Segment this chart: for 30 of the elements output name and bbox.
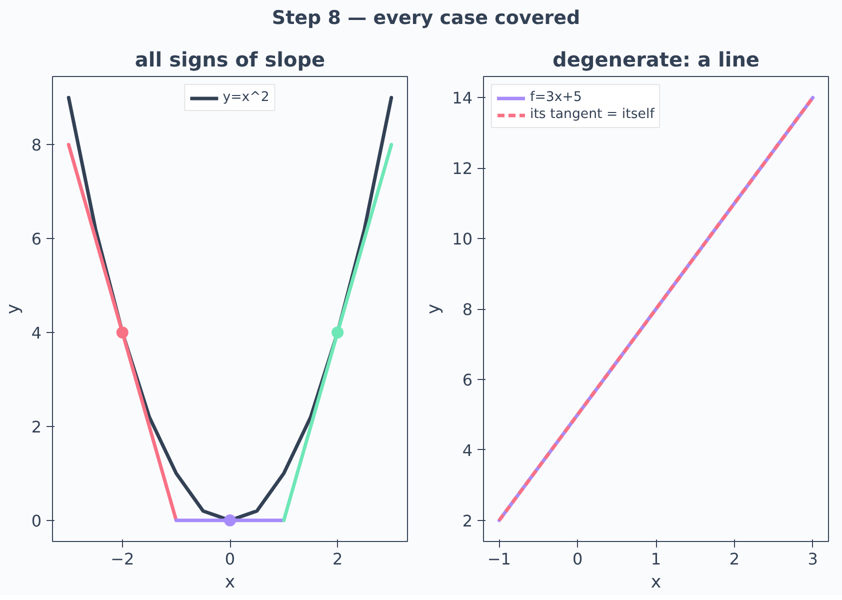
y-tick-label: 12 [452, 159, 472, 178]
x-tick-label: −1 [487, 550, 511, 568]
y-axis-title: y [3, 304, 24, 314]
y-tick-label: 0 [31, 511, 42, 530]
text: Step 8 — every case covered [272, 6, 580, 31]
legend-label: its tangent = itself [530, 107, 654, 122]
x-tick-label: 0 [224, 550, 236, 568]
x-tick-label: 2 [729, 550, 740, 568]
x-tick-label: 3 [808, 550, 818, 568]
x-tick-label: −2 [110, 550, 134, 568]
y-tick-label: 2 [31, 417, 42, 436]
y-tick-label: 4 [462, 440, 473, 460]
y-tick-label: 14 [452, 88, 472, 108]
y-tick-label: 8 [31, 136, 42, 155]
y-axis-title: y [424, 304, 444, 314]
x-tick-label: 1 [650, 550, 662, 568]
chart-title: all signs of slope [134, 48, 326, 72]
legend-label: y=x^2 [222, 90, 270, 105]
y-tick-label: 4 [31, 323, 42, 342]
x-axis-title: x [224, 572, 236, 592]
y-tick-label: 8 [462, 300, 473, 319]
x-tick-label: 2 [332, 550, 343, 568]
y-tick-label: 2 [462, 511, 473, 530]
y-tick-label: 6 [31, 230, 42, 249]
x-axis-title: x [650, 572, 662, 592]
legend-label: f=3x+5 [530, 90, 582, 105]
y-tick-label: 10 [452, 230, 472, 249]
y-tick-label: 6 [462, 370, 473, 390]
x-tick-label: 0 [572, 550, 583, 568]
chart-title: degenerate: a line [552, 48, 760, 72]
